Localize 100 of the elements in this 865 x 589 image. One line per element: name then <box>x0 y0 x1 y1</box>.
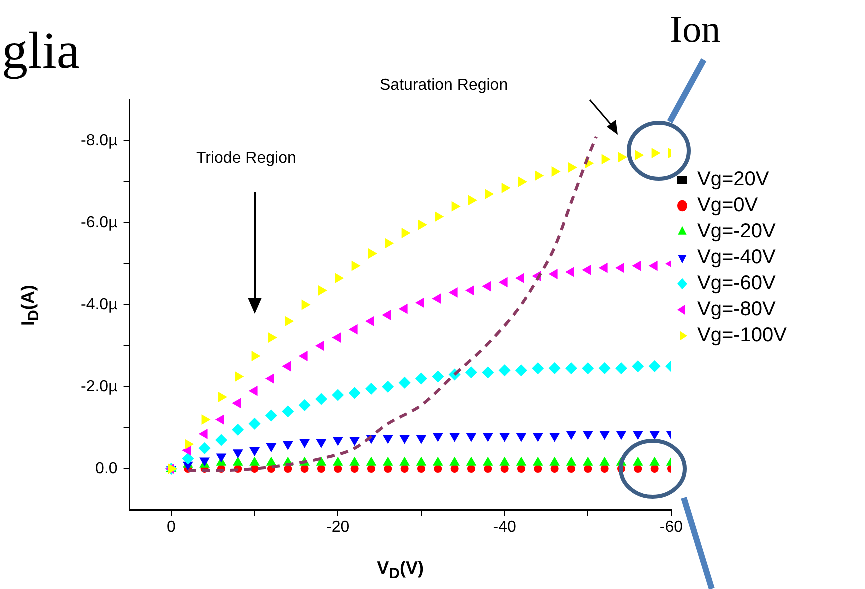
point <box>315 393 328 406</box>
point <box>282 441 294 450</box>
point <box>185 439 194 450</box>
point <box>432 294 442 304</box>
point <box>382 310 392 320</box>
point <box>465 366 478 379</box>
point <box>250 448 260 457</box>
point <box>532 362 544 375</box>
point <box>600 465 609 473</box>
point <box>367 465 376 473</box>
point <box>402 228 411 238</box>
legend-label: Vg=-60V <box>697 272 777 295</box>
point <box>182 452 194 465</box>
point <box>335 273 344 284</box>
point <box>500 465 509 473</box>
point <box>484 465 492 473</box>
point <box>216 454 227 463</box>
text: Saturation Region <box>380 77 508 95</box>
point <box>632 360 644 372</box>
point <box>600 431 610 440</box>
point <box>285 316 294 327</box>
point <box>532 433 544 442</box>
legend-label: Vg=-40V <box>697 246 777 269</box>
point <box>450 465 459 473</box>
point <box>616 431 627 440</box>
point <box>467 465 476 473</box>
point <box>317 465 326 473</box>
point <box>350 437 360 446</box>
point <box>567 465 576 473</box>
point <box>384 465 392 473</box>
legend-label: Vg=-20V <box>697 220 777 243</box>
point <box>550 465 559 473</box>
x-axis-title: V$_{D}$(V) <box>377 558 424 583</box>
point <box>235 372 244 382</box>
point <box>516 433 527 442</box>
point <box>468 195 478 206</box>
point <box>582 362 594 375</box>
y-tick-label: -4.0µ <box>80 296 118 314</box>
point <box>434 465 442 473</box>
point <box>232 450 244 459</box>
point <box>548 269 558 280</box>
point <box>648 360 661 372</box>
point <box>400 465 409 473</box>
point <box>316 439 327 448</box>
text: glia <box>2 22 80 81</box>
point <box>382 435 394 444</box>
point <box>534 465 542 473</box>
point <box>232 424 244 436</box>
point <box>168 464 178 474</box>
point <box>398 376 411 389</box>
y-tick-label: -8.0µ <box>80 132 118 150</box>
point <box>632 431 644 440</box>
point <box>432 370 444 383</box>
point <box>248 418 261 430</box>
point <box>417 465 426 473</box>
point <box>298 399 311 412</box>
point <box>282 406 294 418</box>
point <box>517 465 526 473</box>
point <box>300 465 309 473</box>
point <box>268 332 278 343</box>
point <box>632 260 642 272</box>
point <box>515 273 524 284</box>
point <box>582 431 594 440</box>
point <box>318 285 328 296</box>
point <box>615 362 628 375</box>
legend-label: Vg=-80V <box>697 298 777 321</box>
point <box>566 431 577 440</box>
y-tick-label: 0.0 <box>96 460 118 478</box>
point <box>450 433 460 442</box>
annotation: Triode Region <box>196 150 296 168</box>
point <box>368 248 378 259</box>
point <box>415 372 428 385</box>
point <box>215 434 228 446</box>
x-tick-label: 0 <box>167 519 176 536</box>
y-tick-label: -2.0µ <box>80 378 118 396</box>
point <box>332 437 344 446</box>
point <box>482 281 492 292</box>
x-tick-label: -60 <box>660 519 684 536</box>
point <box>500 433 510 442</box>
point <box>418 220 428 230</box>
point <box>432 433 444 442</box>
point <box>334 465 342 473</box>
point <box>400 435 410 444</box>
point <box>565 267 574 278</box>
point <box>515 364 528 377</box>
point <box>198 442 211 454</box>
point <box>218 392 228 402</box>
point <box>482 433 494 442</box>
point <box>482 366 494 379</box>
point <box>202 414 211 425</box>
point <box>348 387 361 400</box>
point <box>265 410 278 422</box>
point <box>332 389 344 402</box>
point <box>650 465 659 473</box>
point <box>382 381 394 393</box>
point <box>598 262 608 274</box>
point <box>634 465 642 473</box>
legend-label: Vg=20V <box>697 168 770 191</box>
point <box>266 443 277 452</box>
point <box>598 362 611 375</box>
